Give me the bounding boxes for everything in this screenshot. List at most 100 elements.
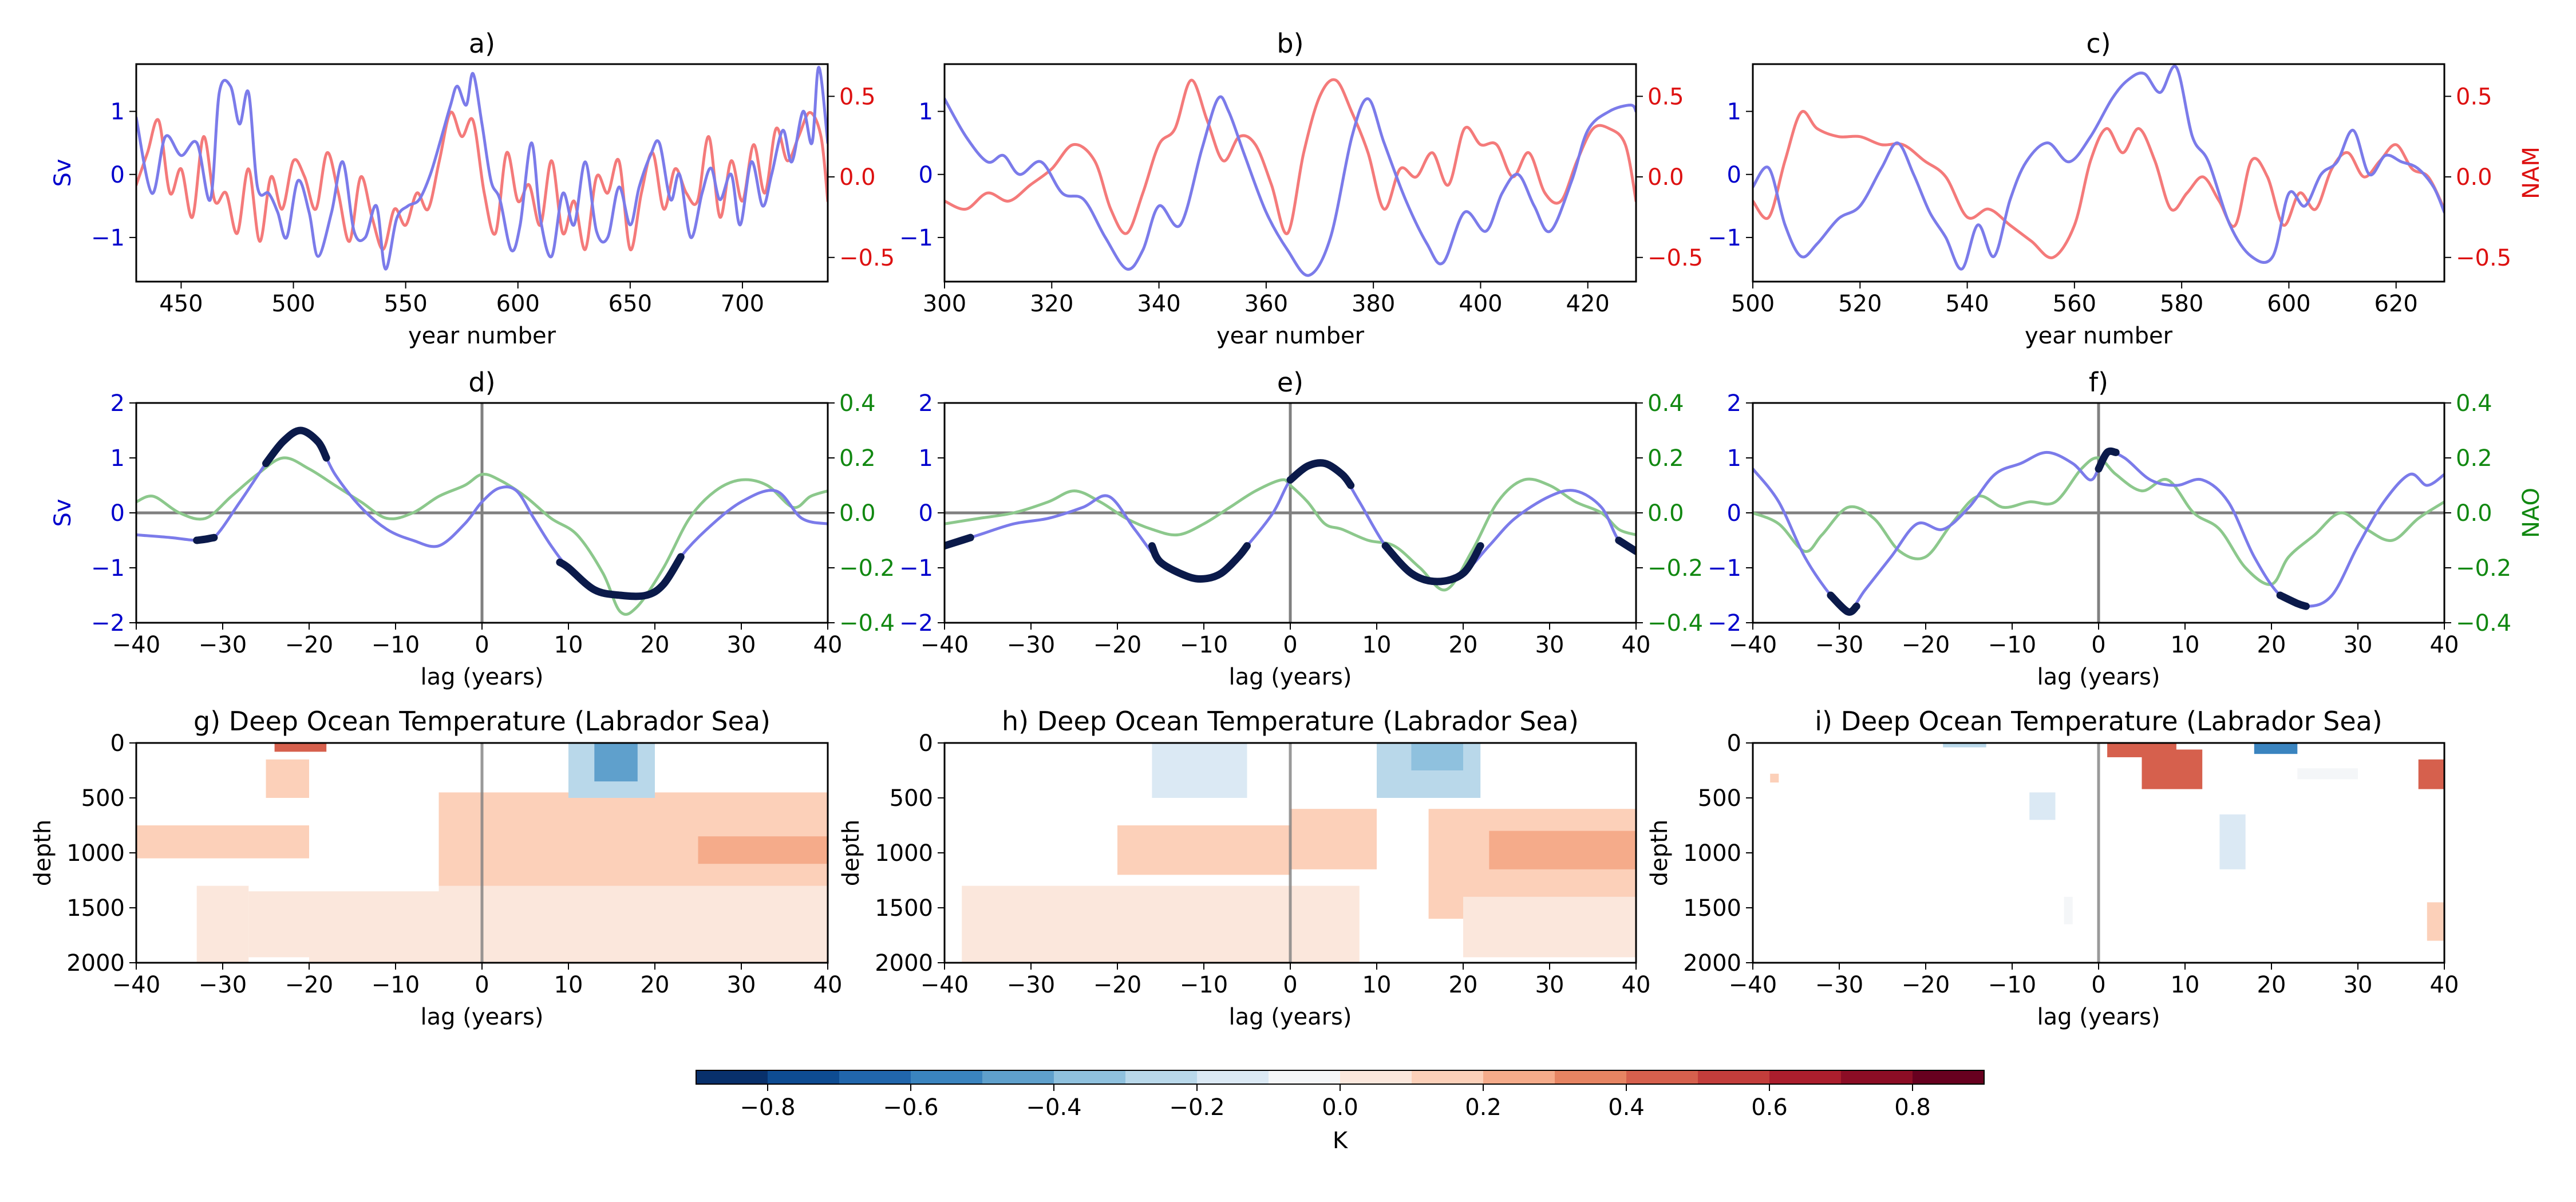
y-axis-label-right: NAM xyxy=(2518,147,2545,199)
temperature-anomaly-patch xyxy=(2219,814,2246,869)
colorbar-tick-label: −0.4 xyxy=(1026,1094,1081,1121)
y-tick-label-right: 0.2 xyxy=(1647,445,1684,472)
y-tick-label-left: −1 xyxy=(91,225,125,251)
y-axis-label-left: Sv xyxy=(50,499,76,527)
temperature-anomaly-patch xyxy=(2029,792,2056,820)
panel-title: i) Deep Ocean Temperature (Labrador Sea) xyxy=(1815,706,2383,737)
temperature-anomaly-patch xyxy=(1943,743,1986,748)
colorbar-swatch xyxy=(1769,1070,1842,1084)
y-tick-label: 0 xyxy=(1727,730,1741,757)
y-tick-label-right: 0.0 xyxy=(839,164,876,191)
y-tick-label-right: −0.5 xyxy=(1647,245,1703,271)
x-tick-label: 10 xyxy=(2171,972,2200,998)
panel-f: −40 −30 −20 −10 0 10 20 30 40−2−1012−0.4−0.20.00… xyxy=(1708,367,2545,690)
y-tick-label-right: 0.4 xyxy=(1647,390,1684,417)
x-tick-label: 40 xyxy=(2430,632,2459,658)
x-axis-label: year number xyxy=(1216,323,1365,349)
colorbar-swatch xyxy=(1125,1070,1198,1084)
x-tick-label: 10 xyxy=(2171,632,2200,658)
y-tick-label-left: 1 xyxy=(1727,445,1741,472)
temperature-anomaly-patch xyxy=(248,891,309,958)
series-line-amoc xyxy=(945,95,1636,277)
x-tick-label: 30 xyxy=(727,632,756,658)
plot-area-c xyxy=(1753,65,2444,271)
x-tick-label: 600 xyxy=(2267,291,2310,317)
x-tick-label: 30 xyxy=(2344,972,2373,998)
temperature-anomaly-patch xyxy=(136,825,309,859)
x-tick-label: 30 xyxy=(727,972,756,998)
x-tick-label: −10 xyxy=(1988,632,2036,658)
x-axis-label: lag (years) xyxy=(2037,1004,2160,1030)
colorbar-swatch xyxy=(1841,1070,1913,1084)
y-tick-label-left: 0 xyxy=(110,500,125,527)
colorbar-tick-label: −0.2 xyxy=(1169,1094,1224,1121)
x-tick-label: −40 xyxy=(920,632,969,658)
x-axis-label: year number xyxy=(408,323,556,349)
x-tick-label: −20 xyxy=(1902,972,1950,998)
colorbar-tick-label: 0.6 xyxy=(1751,1094,1788,1121)
x-tick-label: 420 xyxy=(1566,291,1610,317)
x-tick-label: 580 xyxy=(2160,291,2203,317)
colorbar-swatch xyxy=(1054,1070,1126,1084)
y-tick-label-left: −1 xyxy=(91,555,125,582)
x-tick-label: 0 xyxy=(2091,972,2105,998)
plot-frame xyxy=(1752,402,2445,624)
panel-title: h) Deep Ocean Temperature (Labrador Sea) xyxy=(1002,706,1579,737)
x-tick-label: −20 xyxy=(285,632,333,658)
y-axis-label: depth xyxy=(1646,820,1673,886)
x-tick-label: 360 xyxy=(1244,291,1288,317)
panel-title: g) Deep Ocean Temperature (Labrador Sea) xyxy=(193,706,771,737)
x-tick-label: −40 xyxy=(920,972,969,998)
y-tick-label-left: 0 xyxy=(1727,162,1741,188)
series-line-significant xyxy=(556,553,685,600)
y-tick-label: 2000 xyxy=(66,950,125,976)
y-axis-label: depth xyxy=(838,820,864,886)
series-line-significant xyxy=(1827,591,1860,616)
panel-title: b) xyxy=(1277,28,1303,59)
x-tick-label: −30 xyxy=(1007,972,1055,998)
y-tick-label-left: −2 xyxy=(1708,610,1741,636)
x-tick-label: 20 xyxy=(1449,972,1478,998)
temperature-anomaly-patch xyxy=(1411,743,1463,770)
x-tick-label: 30 xyxy=(1535,632,1564,658)
y-tick-label-left: 1 xyxy=(1727,99,1741,125)
colorbar-label: K xyxy=(1333,1128,1349,1154)
y-tick-label-right: −0.4 xyxy=(839,610,895,636)
colorbar-tick-label: 0.2 xyxy=(1465,1094,1502,1121)
y-tick-label: 1000 xyxy=(875,840,933,867)
series-line-amoc xyxy=(136,66,828,271)
x-tick-label: 0 xyxy=(2091,632,2105,658)
panel-a: 450 500 550 600 650 700 −1 0 1 −0.5 0.0 0.5 a) year n… xyxy=(50,28,895,349)
y-tick-label: 1000 xyxy=(66,840,125,867)
x-tick-label: 600 xyxy=(496,291,540,317)
plot-frame xyxy=(135,63,829,283)
x-tick-label: −10 xyxy=(1180,632,1228,658)
colorbar-swatch xyxy=(1340,1070,1412,1084)
panel-title: c) xyxy=(2086,28,2111,59)
plot-frame xyxy=(943,742,1637,964)
x-tick-label: 620 xyxy=(2374,291,2418,317)
x-tick-label: 500 xyxy=(271,291,315,317)
x-tick-label: 20 xyxy=(2257,632,2286,658)
panel-title: d) xyxy=(468,367,495,398)
temperature-anomaly-patch xyxy=(1290,809,1377,869)
x-tick-label: 520 xyxy=(1838,291,1882,317)
temperature-anomaly-patch xyxy=(2418,759,2444,789)
y-tick-label-left: 1 xyxy=(919,445,933,472)
plot-area-b xyxy=(945,78,1636,277)
y-tick-label: 0 xyxy=(110,730,125,757)
y-tick-label-right: −0.4 xyxy=(1647,610,1703,636)
x-tick-label: 560 xyxy=(2053,291,2096,317)
y-axis-label-left: Sv xyxy=(50,159,76,187)
y-tick-label-left: −1 xyxy=(899,555,933,582)
x-tick-label: 10 xyxy=(1362,972,1392,998)
colorbar-tick-label: 0.8 xyxy=(1894,1094,1931,1121)
x-tick-label: 20 xyxy=(2257,972,2286,998)
y-tick-label-right: 0.0 xyxy=(2456,164,2492,191)
temperature-anomaly-patch xyxy=(266,759,309,798)
y-tick-label-left: 1 xyxy=(110,99,125,125)
y-tick-label-right: 0.4 xyxy=(2456,390,2492,417)
plot-area-a xyxy=(136,66,828,271)
y-tick-label-left: 0 xyxy=(919,500,933,527)
